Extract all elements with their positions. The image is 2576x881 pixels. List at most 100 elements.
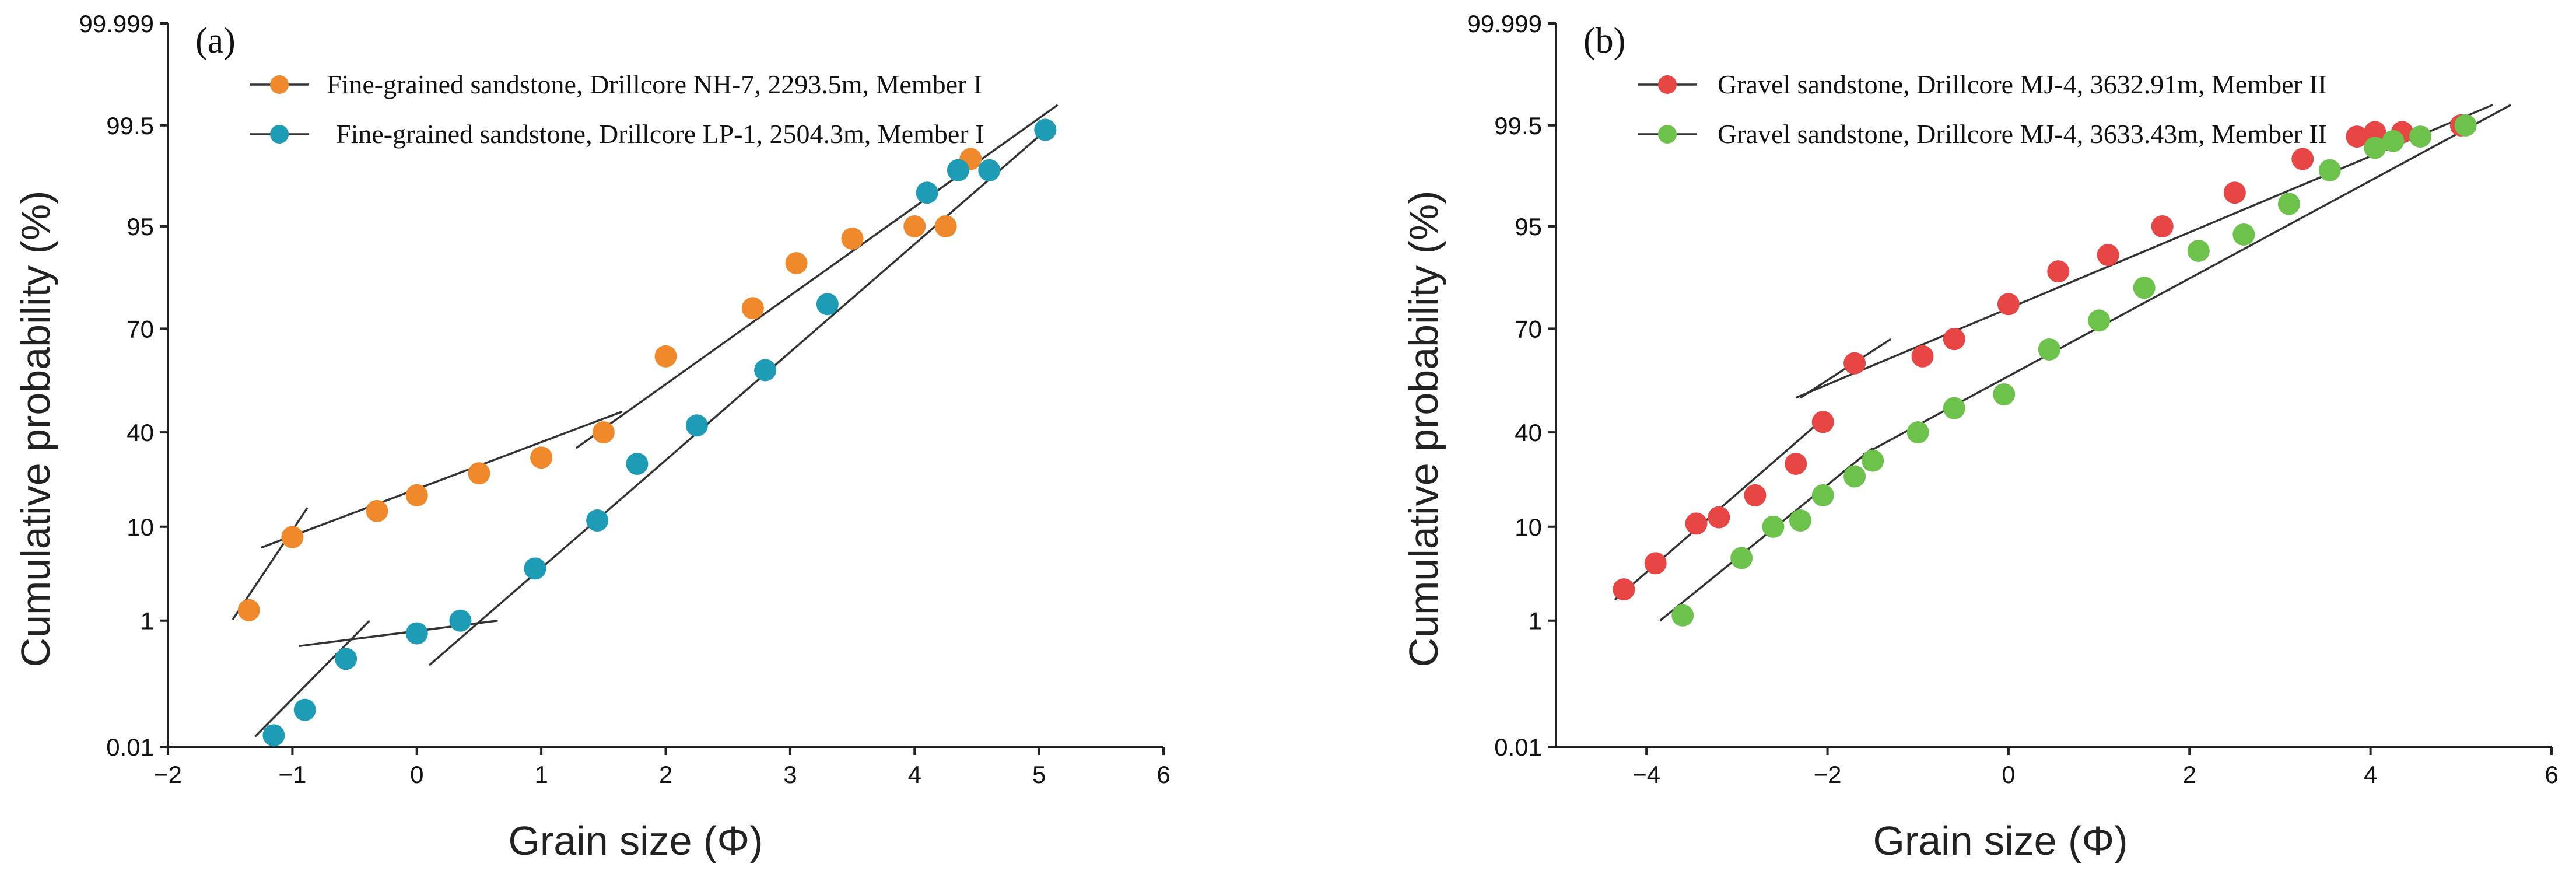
data-point-series-2 bbox=[685, 414, 708, 437]
data-point-series-2 bbox=[524, 557, 546, 580]
data-point-series-1 bbox=[1644, 552, 1667, 575]
data-point-series-1 bbox=[1708, 506, 1730, 529]
data-point-series-2 bbox=[1993, 383, 2016, 405]
data-point-series-2 bbox=[1811, 484, 1834, 506]
data-point-series-2 bbox=[1034, 118, 1057, 141]
fit-line bbox=[254, 620, 370, 737]
data-point-series-2 bbox=[335, 648, 358, 670]
data-point-series-2 bbox=[1762, 515, 1785, 538]
y-tick-label: 95 bbox=[1515, 213, 1542, 240]
fit-line bbox=[261, 410, 623, 549]
data-point-series-2 bbox=[1843, 465, 1866, 488]
data-point-series-1 bbox=[237, 599, 260, 621]
legend-b-2-label: Gravel sandstone, Drillcore MJ-4, 3633.4… bbox=[1718, 119, 2327, 149]
data-point-series-1 bbox=[366, 499, 388, 522]
data-point-series-1 bbox=[281, 526, 304, 548]
panel-a-label: (a) bbox=[195, 21, 236, 61]
y-tick-label: 1 bbox=[1529, 607, 1542, 635]
legend-a-2-marker bbox=[270, 125, 289, 144]
legend-a-2-label: Fine-grained sandstone, Drillcore LP-1, … bbox=[336, 119, 984, 149]
y-tick-label: 99.5 bbox=[1494, 112, 1542, 139]
data-point-series-2 bbox=[2454, 114, 2477, 137]
y-tick-label: 0.01 bbox=[1494, 733, 1542, 761]
data-point-series-2 bbox=[2409, 125, 2431, 148]
fit-line bbox=[1863, 104, 2511, 456]
y-tick-label: 70 bbox=[1515, 315, 1542, 342]
data-point-series-1 bbox=[785, 252, 808, 275]
x-tick-label: 2 bbox=[659, 761, 672, 788]
data-point-series-1 bbox=[2223, 181, 2246, 204]
data-point-series-2 bbox=[916, 181, 938, 204]
data-point-series-1 bbox=[468, 462, 490, 485]
panel-b-label: (b) bbox=[1583, 21, 1625, 61]
panel-a-x-axis-title: Grain size (Φ) bbox=[508, 818, 763, 863]
data-point-series-2 bbox=[1943, 397, 1965, 419]
y-tick-label: 10 bbox=[1515, 513, 1542, 541]
x-tick-label: 0 bbox=[410, 761, 423, 788]
y-tick-label: 99.5 bbox=[106, 112, 154, 139]
x-tick-label: −2 bbox=[1814, 761, 1842, 788]
data-point-series-2 bbox=[2364, 137, 2386, 159]
data-point-series-2 bbox=[293, 698, 316, 721]
y-tick-label: 40 bbox=[127, 419, 154, 446]
data-point-series-2 bbox=[2318, 159, 2341, 181]
y-tick-label: 99.999 bbox=[79, 10, 154, 37]
data-point-series-2 bbox=[1671, 604, 1694, 627]
data-point-series-2 bbox=[2277, 193, 2300, 215]
panel-b-axes: −4 −2 0 2 4 6 0.01 1 10 40 70 95 99.5 99.999 bbox=[1467, 10, 2559, 788]
x-tick-label: 4 bbox=[908, 761, 921, 788]
data-point-series-2 bbox=[2232, 223, 2255, 246]
data-point-series-1 bbox=[1613, 578, 1635, 601]
fit-line bbox=[428, 124, 1053, 666]
data-point-series-1 bbox=[2346, 125, 2368, 148]
data-point-series-1 bbox=[1744, 484, 1767, 506]
data-point-series-1 bbox=[2097, 244, 2119, 267]
data-point-series-1 bbox=[2364, 121, 2386, 144]
data-point-series-2 bbox=[2133, 277, 2156, 299]
data-point-series-1 bbox=[2047, 260, 2070, 283]
panel-a-chart: (a) Cumulative probability (%) Grain siz… bbox=[13, 10, 1170, 863]
y-tick-label: 95 bbox=[127, 213, 154, 240]
x-tick-label: 6 bbox=[1156, 761, 1170, 788]
data-point-series-1 bbox=[1997, 293, 2020, 316]
fit-line bbox=[575, 104, 1059, 449]
x-tick-label: 5 bbox=[1032, 761, 1046, 788]
data-point-series-2 bbox=[1862, 449, 1884, 472]
panel-a-data-points bbox=[237, 118, 1057, 747]
data-point-series-1 bbox=[903, 215, 926, 237]
x-tick-label: 4 bbox=[2364, 761, 2377, 788]
data-point-series-2 bbox=[1906, 421, 1929, 444]
data-point-series-1 bbox=[741, 297, 764, 320]
y-tick-label: 10 bbox=[127, 513, 154, 541]
data-point-series-1 bbox=[405, 484, 428, 506]
data-point-series-2 bbox=[626, 452, 649, 475]
data-point-series-1 bbox=[592, 421, 615, 444]
x-tick-label: 1 bbox=[534, 761, 548, 788]
panel-b-chart: (b) Cumulative probability (%) Grain siz… bbox=[1401, 10, 2559, 863]
data-point-series-2 bbox=[754, 359, 777, 382]
legend-b-1-label: Gravel sandstone, Drillcore MJ-4, 3632.9… bbox=[1718, 69, 2327, 99]
panel-a-legend: Fine-grained sandstone, Drillcore NH-7, … bbox=[250, 69, 984, 149]
data-point-series-2 bbox=[405, 622, 428, 645]
x-tick-label: 6 bbox=[2545, 761, 2558, 788]
data-point-series-1 bbox=[1843, 352, 1866, 375]
data-point-series-1 bbox=[1811, 411, 1834, 433]
panel-b-legend: Gravel sandstone, Drillcore MJ-4, 3632.9… bbox=[1638, 69, 2327, 149]
data-point-series-1 bbox=[1911, 345, 1934, 368]
y-tick-label: 1 bbox=[141, 607, 154, 635]
x-tick-label: −4 bbox=[1632, 761, 1660, 788]
data-point-series-1 bbox=[1685, 512, 1708, 535]
data-point-series-2 bbox=[262, 724, 285, 747]
panel-b-fit-lines bbox=[1614, 104, 2511, 622]
data-point-series-2 bbox=[2382, 130, 2405, 152]
legend-a-1-marker bbox=[270, 75, 289, 94]
x-tick-label: −1 bbox=[278, 761, 306, 788]
data-point-series-2 bbox=[1789, 509, 1811, 532]
x-tick-label: 0 bbox=[2002, 761, 2015, 788]
data-point-series-2 bbox=[449, 609, 472, 632]
data-point-series-1 bbox=[1943, 328, 1965, 351]
data-point-series-1 bbox=[2151, 215, 2174, 237]
data-point-series-1 bbox=[841, 227, 864, 250]
legend-b-1-marker bbox=[1658, 75, 1677, 94]
x-tick-label: −2 bbox=[154, 761, 182, 788]
